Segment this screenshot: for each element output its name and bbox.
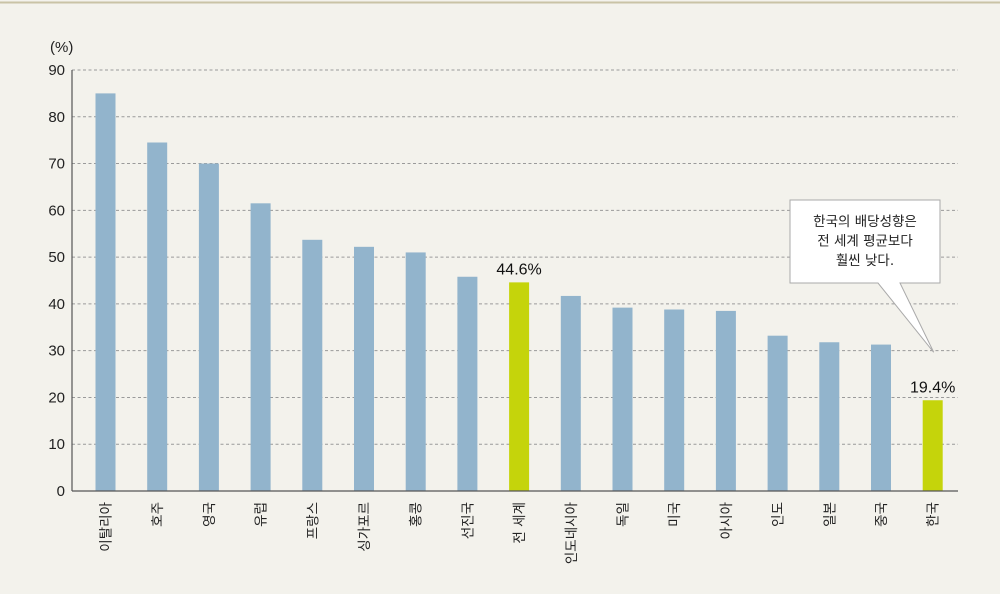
data-label-17: 19.4%	[910, 379, 955, 396]
bar-11	[612, 307, 633, 491]
bar-17	[922, 400, 943, 491]
data-label-9: 44.6%	[496, 261, 541, 278]
category-label-10: 인도네시아	[564, 501, 580, 564]
category-label-7: 홍콩	[409, 502, 425, 527]
category-label-3: 영국	[202, 502, 218, 527]
category-label-12: 미국	[667, 502, 683, 527]
category-label-13: 아시아	[719, 501, 735, 539]
y-tick-label-20: 20	[48, 389, 65, 406]
bar-5	[302, 239, 323, 491]
category-label-4: 유럽	[254, 502, 270, 527]
category-label-6: 싱가포르	[357, 502, 373, 552]
category-label-15: 일본	[822, 502, 838, 527]
category-label-2: 호주	[150, 502, 166, 527]
bar-14	[767, 335, 788, 491]
y-tick-label-10: 10	[48, 436, 65, 453]
bar-1	[95, 93, 116, 491]
y-tick-label-80: 80	[48, 109, 65, 126]
category-label-5: 프랑스	[305, 502, 321, 539]
bar-10	[560, 295, 581, 491]
y-tick-label-30: 30	[48, 343, 65, 360]
bar-16	[871, 344, 891, 491]
bars	[95, 93, 943, 492]
category-label-14: 인도	[771, 502, 787, 527]
bar-7	[405, 252, 426, 491]
y-tick-label-60: 60	[48, 202, 65, 219]
bar-13	[715, 310, 736, 491]
y-tick-label-90: 90	[48, 62, 65, 79]
bar-3	[198, 163, 219, 492]
annotation-line-2: 전 세계 평균보다	[817, 234, 913, 250]
bar-8	[457, 276, 478, 491]
y-tick-label-0: 0	[57, 483, 65, 500]
y-axis-unit-label: (%)	[50, 39, 73, 56]
bar-6	[354, 246, 374, 491]
annotation-line-3: 훨씬 낮다.	[836, 253, 894, 269]
category-label-17: 한국	[926, 502, 942, 527]
annotation-line-1: 한국의 배당성향은	[813, 214, 917, 230]
bar-15	[819, 342, 840, 491]
x-axis-categories: 이탈리아 호주 영국 유럽 프랑스 싱가포르 홍콩 선진국 전 세계 인도네시아 독일 미국 아시아 인도…	[99, 501, 942, 564]
category-label-11: 독일	[616, 502, 632, 527]
annotation-bubble	[789, 199, 941, 353]
bar-2	[147, 142, 168, 491]
bar-9	[509, 282, 530, 491]
category-label-9: 전 세계	[512, 502, 528, 544]
category-label-1: 이탈리아	[99, 501, 115, 551]
y-tick-label-70: 70	[48, 156, 65, 173]
category-label-8: 선진국	[460, 502, 476, 539]
y-tick-label-40: 40	[48, 296, 65, 313]
y-axis-ticks: 0 10 20 30 40 50 60 70 80 90	[48, 62, 65, 500]
data-labels: 44.6% 19.4%	[496, 261, 955, 396]
bar-4	[250, 203, 271, 492]
bar-12	[664, 309, 685, 491]
category-label-16: 중국	[874, 502, 890, 527]
y-tick-label-50: 50	[48, 249, 65, 266]
